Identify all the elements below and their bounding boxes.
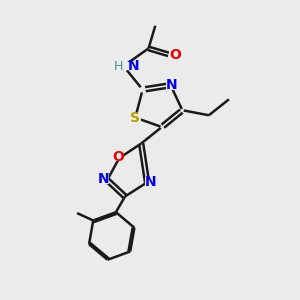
- Text: N: N: [128, 59, 140, 73]
- Text: N: N: [145, 175, 156, 189]
- Text: O: O: [169, 48, 181, 62]
- Text: O: O: [112, 150, 124, 164]
- Bar: [169, 51, 180, 60]
- Bar: [145, 177, 156, 186]
- Bar: [112, 153, 123, 161]
- Bar: [166, 81, 177, 90]
- Bar: [98, 175, 109, 184]
- Text: H: H: [114, 60, 124, 73]
- Text: N: N: [98, 172, 110, 186]
- Bar: [119, 62, 134, 70]
- Text: N: N: [165, 78, 177, 92]
- Bar: [130, 113, 141, 122]
- Text: S: S: [130, 111, 140, 124]
